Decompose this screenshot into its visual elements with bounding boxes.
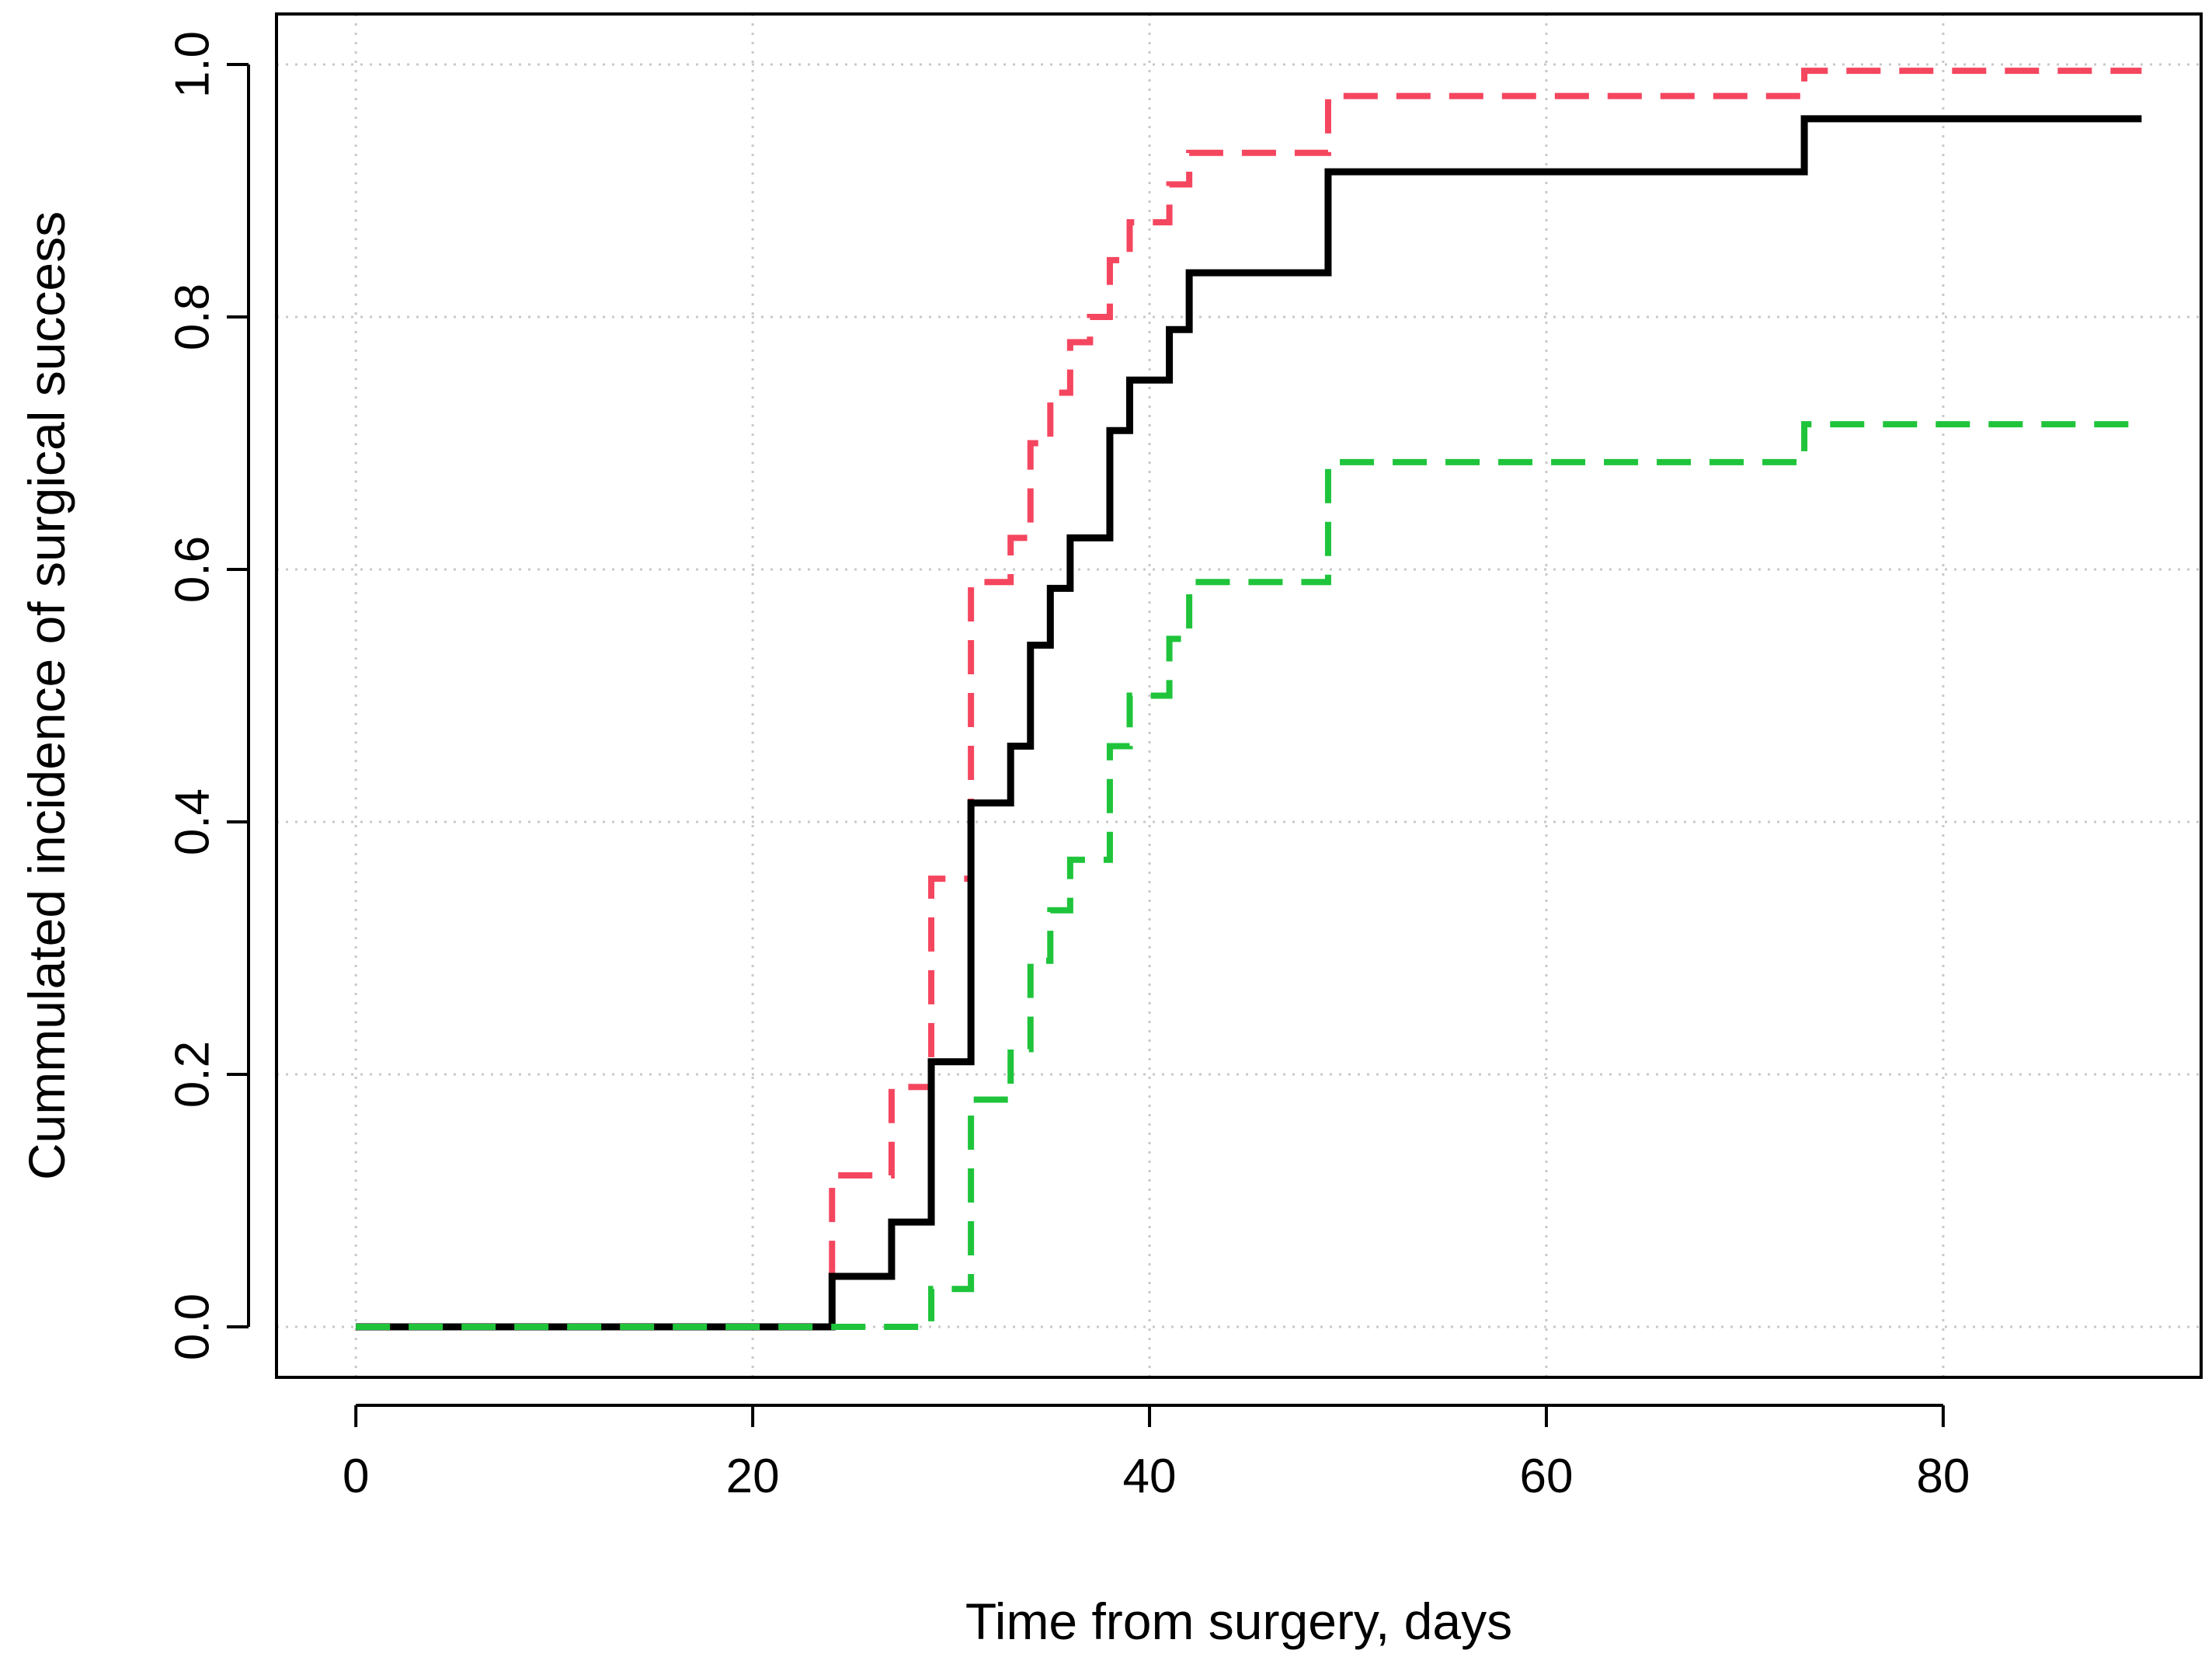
x-tick-label: 40 bbox=[1123, 1450, 1177, 1503]
x-tick-label: 0 bbox=[343, 1450, 369, 1503]
y-tick-label: 0.2 bbox=[166, 1041, 220, 1108]
x-tick-label: 60 bbox=[1519, 1450, 1573, 1503]
y-tick-label: 0.6 bbox=[166, 536, 220, 603]
x-axis: 0 20 40 60 80 bbox=[343, 1404, 1970, 1503]
y-tick-label: 1.0 bbox=[166, 31, 220, 98]
y-tick-label: 0.0 bbox=[166, 1293, 220, 1360]
plot-frame bbox=[275, 12, 2203, 1379]
x-axis-title: Time from surgery, days bbox=[965, 1593, 1512, 1650]
x-tick-label: 20 bbox=[726, 1450, 780, 1503]
series-line-2 bbox=[356, 115, 2142, 1331]
y-tick-label: 0.8 bbox=[166, 284, 220, 350]
series-line-3 bbox=[356, 421, 2142, 1330]
series-line-1 bbox=[356, 68, 2142, 1330]
y-axis: 0.0 0.2 0.4 0.6 0.8 1.0 bbox=[166, 31, 250, 1360]
x-tick-label: 80 bbox=[1916, 1450, 1970, 1503]
y-axis-title: Cummulated incidence of surgical success bbox=[18, 211, 75, 1180]
y-tick-label: 0.4 bbox=[166, 788, 220, 855]
series-group bbox=[356, 68, 2142, 1331]
grid bbox=[276, 14, 2201, 1377]
